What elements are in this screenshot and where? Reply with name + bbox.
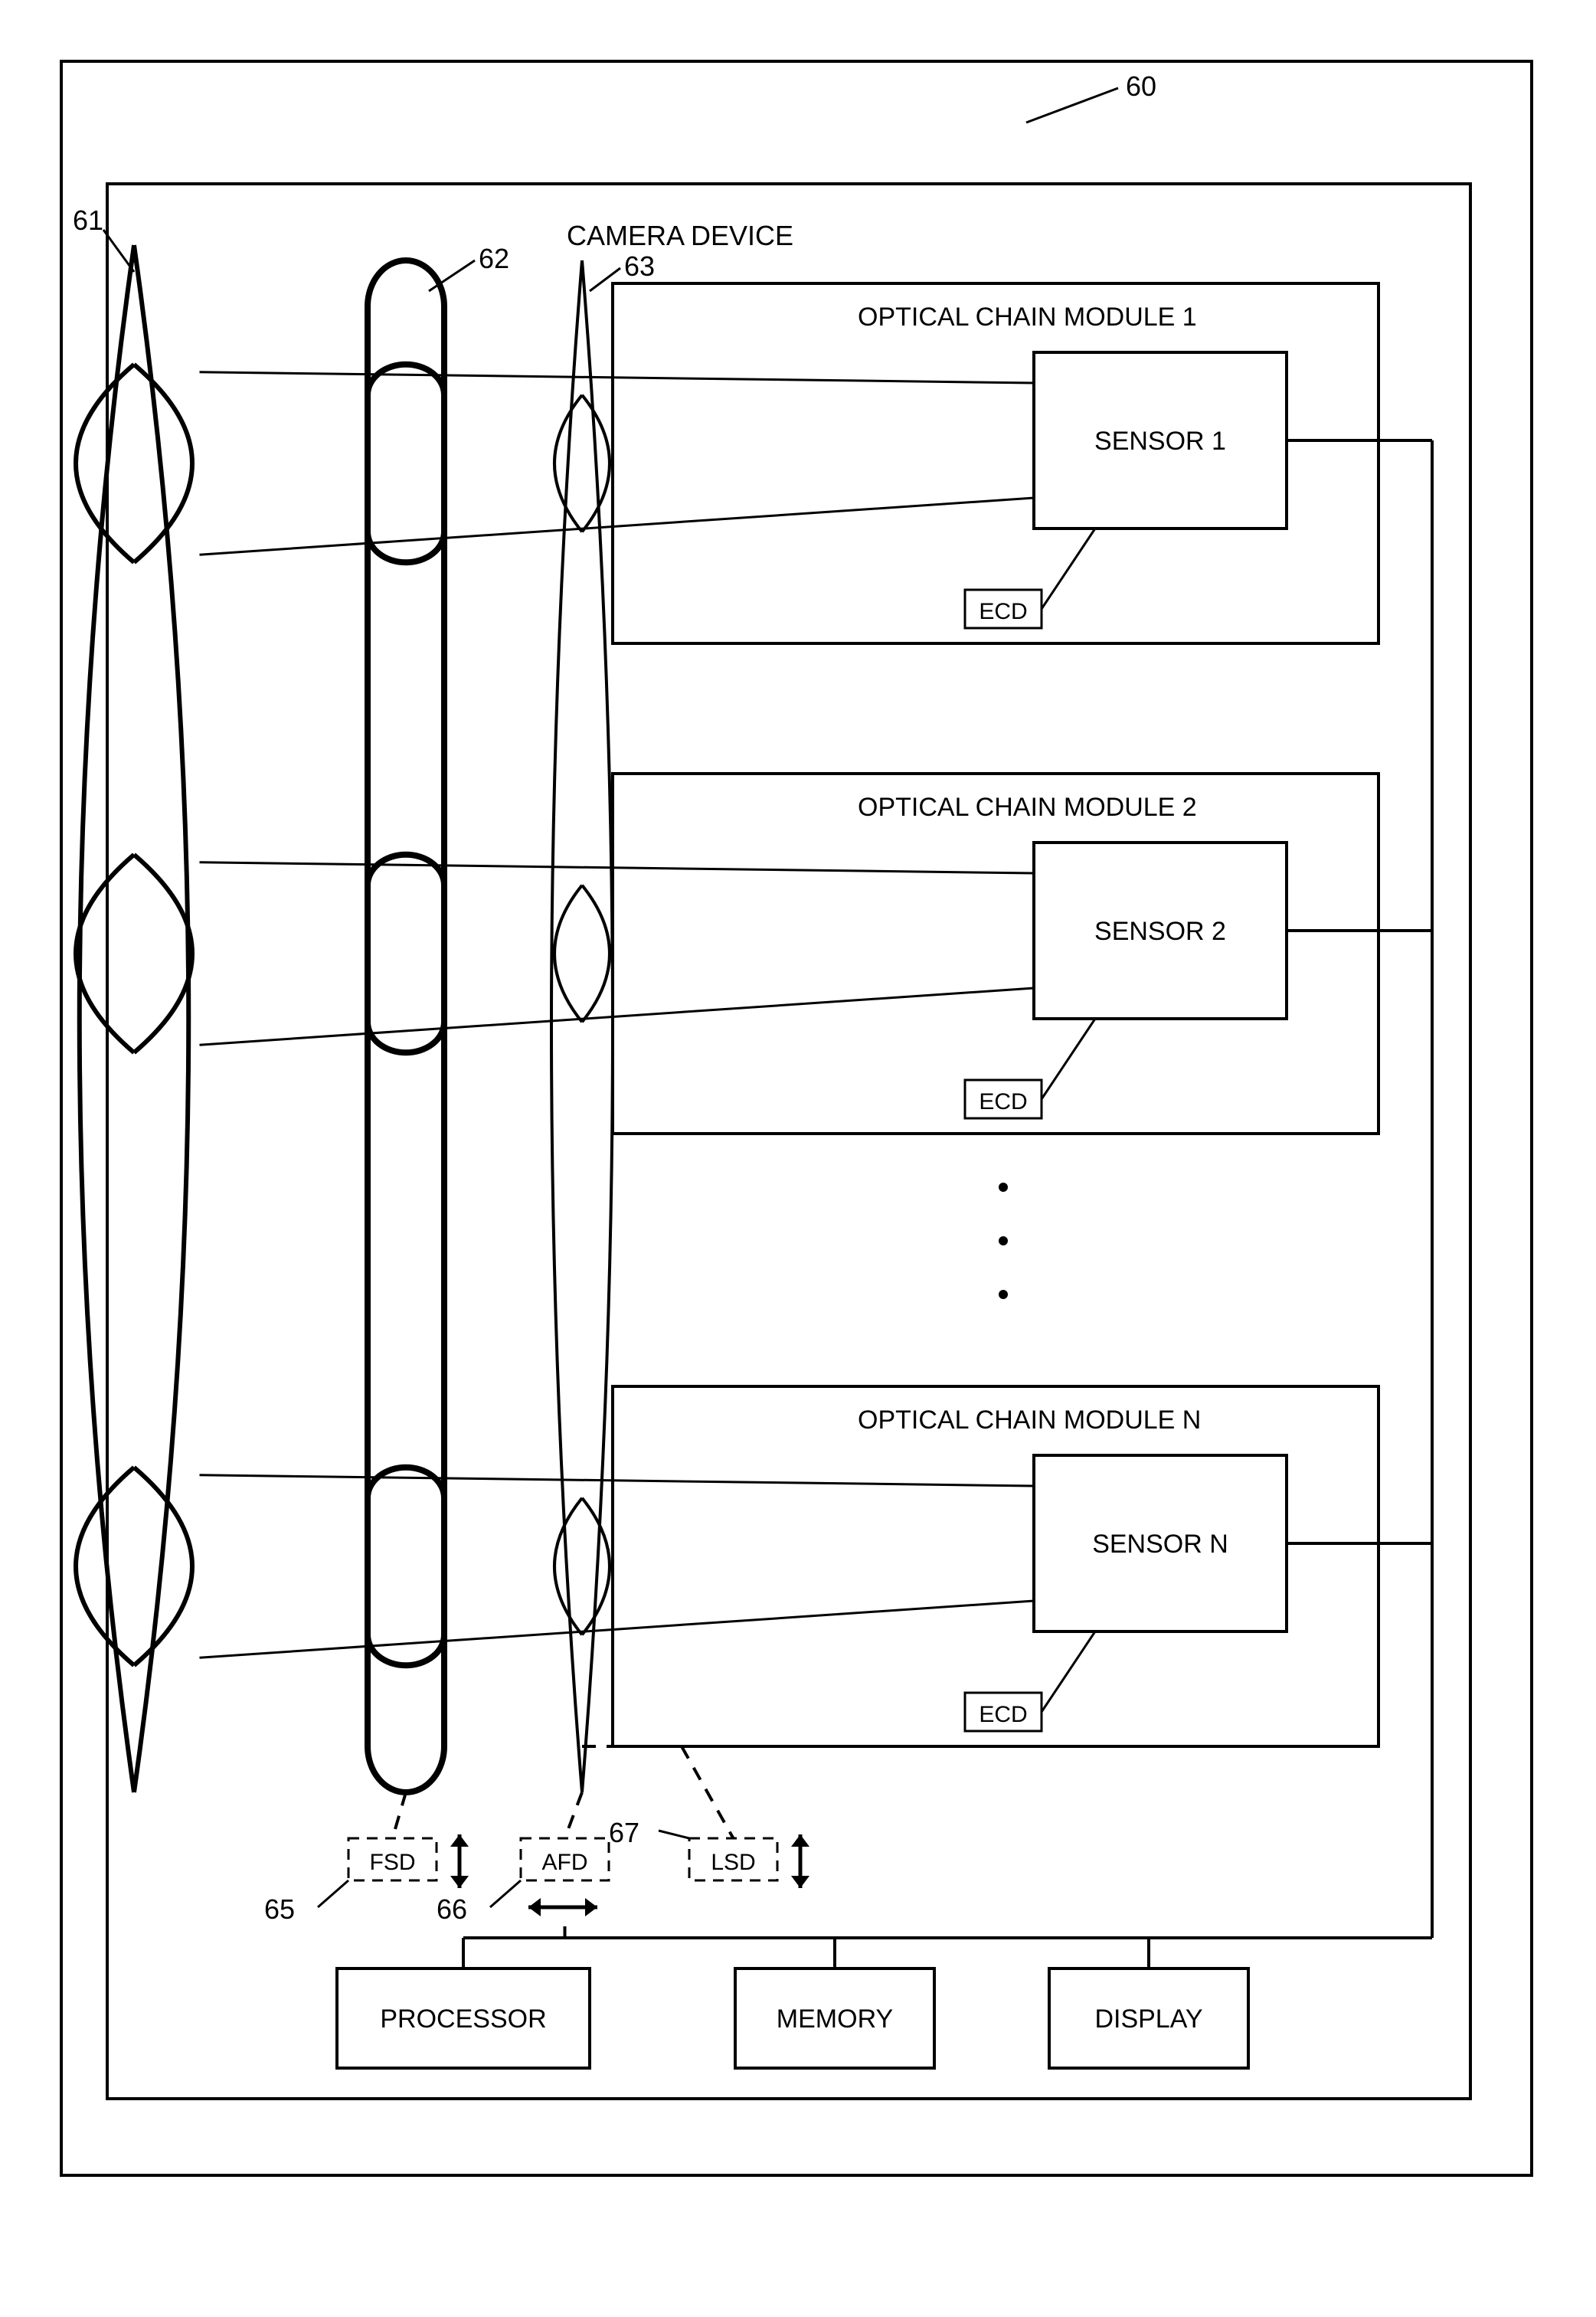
sensor-1-label: SENSOR 1 (1094, 427, 1226, 456)
ref63-label: 63 (624, 250, 655, 282)
camera-device-frame (107, 184, 1470, 2099)
fsd-label: FSD (370, 1850, 416, 1875)
ref60-leader (1026, 88, 1118, 123)
ref62-label: 62 (479, 243, 509, 274)
ref65-label: 65 (264, 1893, 295, 1925)
ref60-label: 60 (1126, 70, 1156, 102)
ref66-label: 66 (437, 1893, 467, 1925)
ellipsis-dot (999, 1183, 1008, 1192)
ecd-1-label: ECD (979, 599, 1027, 624)
ellipsis-dot (999, 1290, 1008, 1299)
processor-label: PROCESSOR (380, 2004, 546, 2034)
filter-1 (368, 365, 444, 563)
sensor-2-label: SENSOR 2 (1094, 917, 1226, 946)
big-lens-1 (76, 365, 134, 563)
page-outer-frame (61, 61, 1532, 2175)
filter-3 (368, 1468, 444, 1666)
optical-chain-module-2-label: OPTICAL CHAIN MODULE 2 (858, 793, 1197, 822)
ref67-label: 67 (609, 1817, 639, 1848)
filter-column (368, 260, 444, 1792)
sensor-3-label: SENSOR N (1092, 1530, 1228, 1559)
small-lens-2 (554, 885, 582, 1023)
ref61-label: 61 (73, 205, 103, 236)
optical-chain-module-1-label: OPTICAL CHAIN MODULE 1 (858, 303, 1197, 332)
ellipsis-dot (999, 1236, 1008, 1245)
lsd-label: LSD (711, 1850, 755, 1875)
filter-2 (368, 855, 444, 1053)
big-lens-2 (76, 855, 134, 1053)
display-label: DISPLAY (1094, 2004, 1202, 2034)
optical-chain-module-3-label: OPTICAL CHAIN MODULE N (858, 1406, 1201, 1435)
memory-label: MEMORY (777, 2004, 893, 2034)
ecd-3-label: ECD (979, 1702, 1027, 1727)
small-lens-3 (554, 1498, 582, 1635)
afd-label: AFD (542, 1850, 588, 1875)
ecd-2-label: ECD (979, 1089, 1027, 1114)
camera-device-title: CAMERA DEVICE (567, 220, 793, 251)
